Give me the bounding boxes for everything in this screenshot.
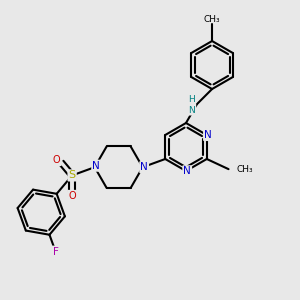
Text: N: N <box>204 130 212 140</box>
Text: N: N <box>92 161 100 171</box>
Text: H
N: H N <box>189 95 195 115</box>
Text: CH₃: CH₃ <box>236 165 253 174</box>
Text: O: O <box>68 191 76 201</box>
Text: F: F <box>53 247 58 257</box>
Text: N: N <box>140 162 148 172</box>
Text: CH₃: CH₃ <box>204 15 220 24</box>
Text: O: O <box>53 155 61 165</box>
Text: N: N <box>183 166 191 176</box>
Text: S: S <box>68 170 76 180</box>
